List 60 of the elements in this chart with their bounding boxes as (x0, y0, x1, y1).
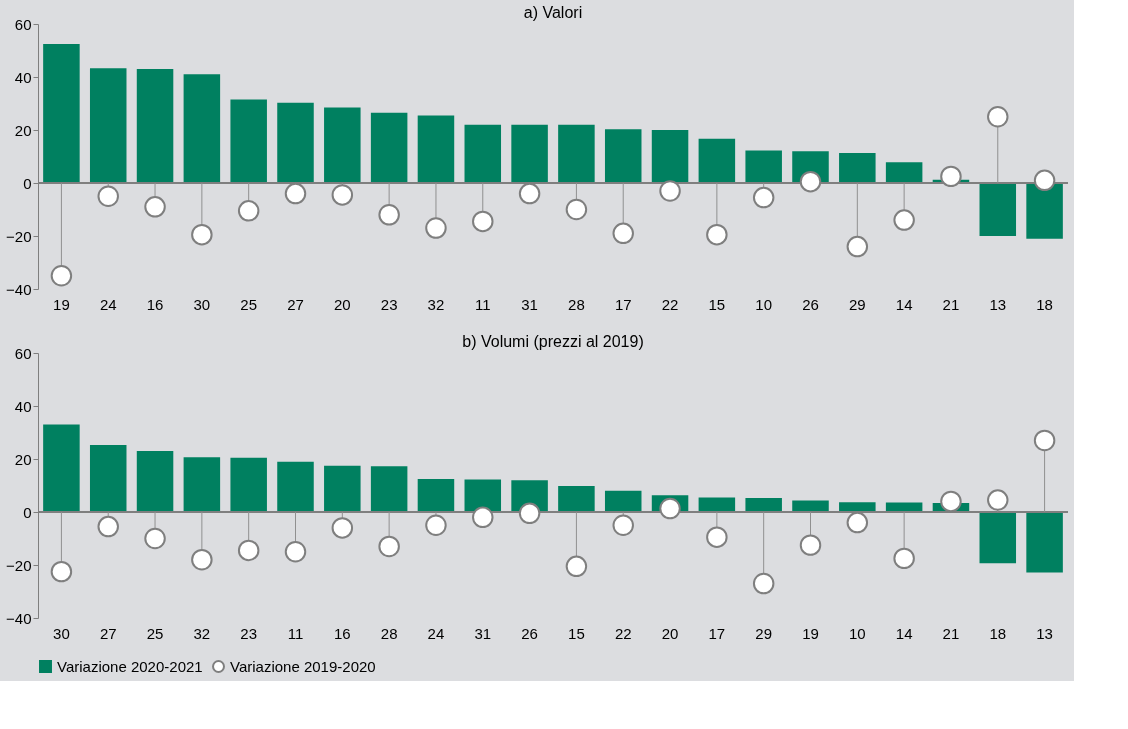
x-tick-label: 11 (287, 624, 304, 642)
x-tick-label: 20 (333, 295, 351, 313)
x-tick-label: 21 (942, 624, 960, 642)
x-tick-label: 19 (53, 295, 70, 313)
x-tick-label: 21 (942, 295, 960, 313)
y-tick-label: 60 (14, 15, 32, 33)
x-tick-label: 29 (848, 295, 866, 313)
x-tick-label: 10 (755, 295, 773, 313)
x-tick-label: 22 (614, 624, 632, 642)
x-tick-label: 16 (146, 295, 164, 313)
x-tick-label: 11 (474, 295, 491, 313)
x-tick-label: 26 (802, 295, 819, 313)
y-tick-label: 0 (23, 174, 32, 192)
x-tick-label: 23 (380, 295, 398, 313)
y-tick-label: −40 (6, 609, 32, 627)
x-tick-label: 29 (755, 624, 773, 642)
x-tick-label: 27 (99, 624, 117, 642)
y-tick-label: −40 (6, 280, 32, 298)
x-tick-label: 26 (521, 624, 538, 642)
y-tick-label: 40 (14, 68, 32, 86)
x-tick-label: 15 (708, 295, 726, 313)
x-tick-label: 31 (474, 624, 492, 642)
x-tick-label: 13 (1036, 624, 1053, 642)
y-tick-label: 0 (23, 503, 32, 521)
y-tick-label: 60 (14, 344, 32, 362)
x-tick-label: 18 (989, 624, 1007, 642)
x-tick-label: 22 (661, 295, 679, 313)
x-tick-label: 14 (895, 295, 913, 313)
y-tick-label: 40 (14, 397, 32, 415)
x-tick-label: 16 (333, 624, 351, 642)
x-tick-label: 27 (287, 295, 304, 313)
x-tick-label: 13 (989, 295, 1007, 313)
legend-label: Variazione 2019-2020 (230, 657, 376, 675)
x-tick-label: 15 (568, 624, 585, 642)
x-tick-label: 20 (661, 624, 679, 642)
x-tick-label: 30 (53, 624, 70, 642)
y-tick-label: −20 (6, 556, 32, 574)
x-tick-label: 28 (380, 624, 398, 642)
x-tick-label: 23 (240, 624, 258, 642)
x-tick-label: 28 (568, 295, 585, 313)
y-tick-label: −20 (6, 227, 32, 245)
x-tick-label: 32 (427, 295, 445, 313)
x-tick-label: 25 (240, 295, 258, 313)
x-tick-label: 14 (895, 624, 913, 642)
x-tick-label: 31 (521, 295, 538, 313)
x-tick-label: 32 (193, 624, 211, 642)
x-tick-label: 18 (1036, 295, 1053, 313)
x-tick-label: 24 (427, 624, 445, 642)
x-tick-label: 30 (193, 295, 211, 313)
x-tick-label: 17 (614, 295, 632, 313)
chart-title: b) Volumi (prezzi al 2019) (462, 333, 644, 350)
x-tick-label: 10 (848, 624, 866, 642)
y-tick-label: 20 (14, 450, 32, 468)
y-tick-label: 20 (14, 121, 32, 139)
legend-label: Variazione 2020-2021 (57, 657, 203, 675)
chart-title: a) Valori (523, 4, 583, 21)
x-tick-label: 19 (802, 624, 819, 642)
x-tick-label: 17 (708, 624, 726, 642)
x-tick-label: 24 (99, 295, 117, 313)
x-tick-label: 25 (146, 624, 164, 642)
